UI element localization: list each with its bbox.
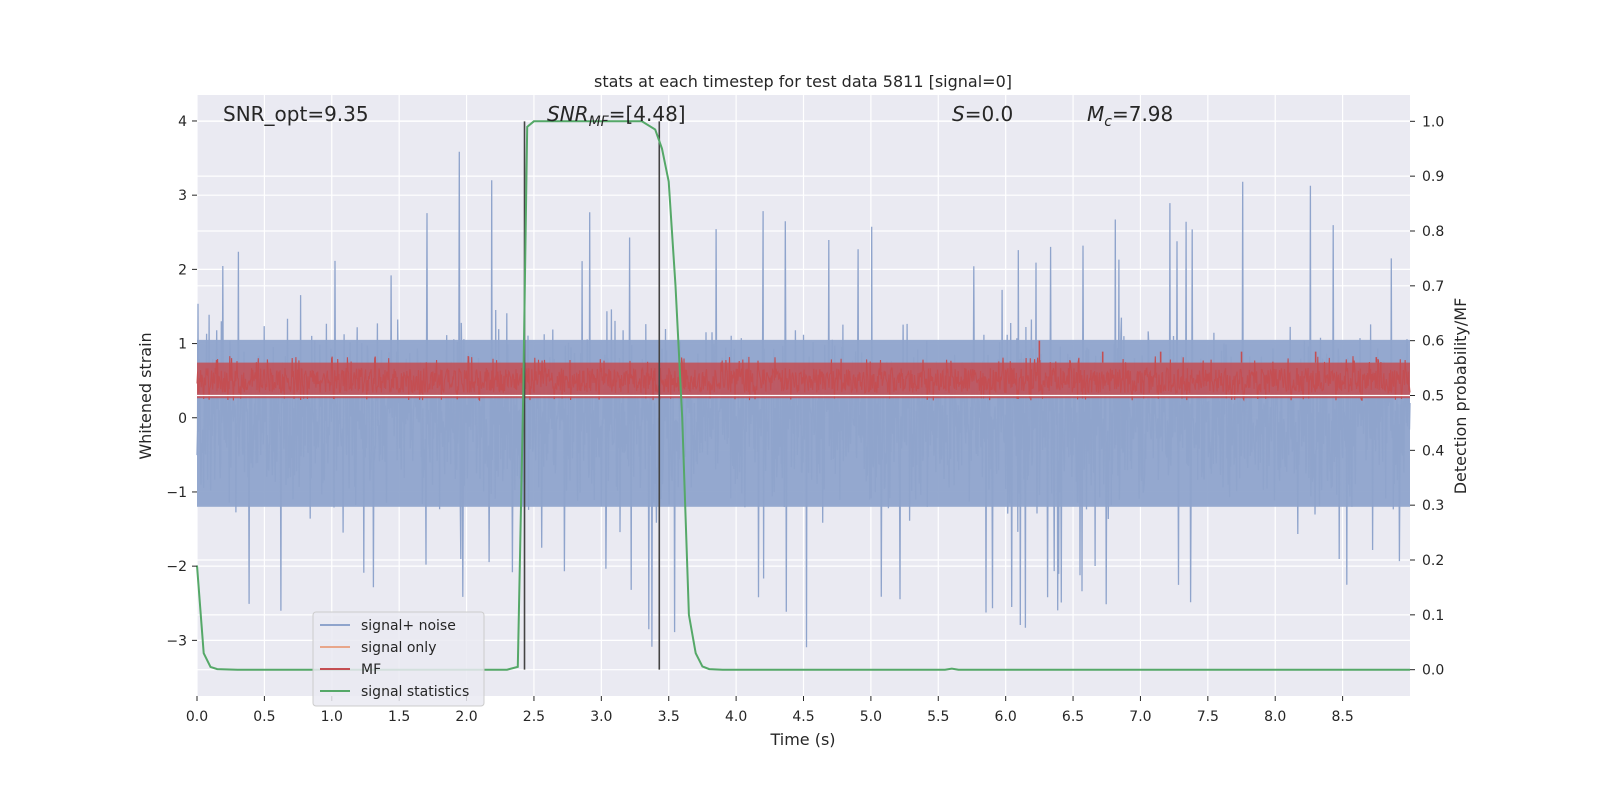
- y2-tick-label: 0.2: [1422, 553, 1444, 569]
- x-tick-label: 8.0: [1264, 709, 1286, 725]
- y-tick-label: 3: [178, 188, 187, 204]
- mc-subscript: c: [1104, 114, 1112, 130]
- snr-mf-symbol: SNR: [547, 102, 589, 126]
- mf-trace: [196, 355, 1411, 402]
- x-tick-label: 6.0: [995, 709, 1017, 725]
- y-tick-label: −2: [166, 559, 187, 575]
- y-tick-label: −1: [166, 485, 187, 501]
- snr-mf-value: =[4.48]: [609, 102, 686, 126]
- y-tick-label: −3: [166, 633, 187, 649]
- x-tick-label: 3.0: [590, 709, 612, 725]
- y2-tick-label: 0.7: [1422, 279, 1444, 295]
- y2-tick-label: 0.4: [1422, 443, 1444, 459]
- chart-title: stats at each timestep for test data 581…: [594, 72, 1012, 91]
- y-axis-ticks: 4 3 2 1 0 −1 −2 −3: [166, 114, 197, 649]
- legend-label-signal-only: signal only: [361, 640, 436, 656]
- snr-mf-annotation: SNRMF=[4.48]: [547, 102, 686, 130]
- legend-label-statistics: signal statistics: [361, 684, 469, 700]
- x-axis-ticks: 0.0 0.5 1.0 1.5 2.0 2.5 3.0 3.5 4.0 4.5 5.0 5.5 6.0 6…: [186, 696, 1354, 725]
- y2-tick-label: 0.1: [1422, 608, 1444, 624]
- x-tick-label: 1.5: [388, 709, 410, 725]
- y2-tick-label: 0.8: [1422, 224, 1444, 240]
- y2-axis-label: Detection probability/MF: [1451, 298, 1470, 495]
- legend-box: [312, 611, 485, 707]
- x-tick-label: 1.0: [321, 709, 343, 725]
- y-tick-label: 4: [178, 114, 187, 130]
- x-tick-label: 3.5: [658, 709, 680, 725]
- y-tick-label: 2: [178, 262, 187, 278]
- x-tick-label: 0.5: [253, 709, 275, 725]
- y2-axis-ticks: 1.0 0.9 0.8 0.7 0.6 0.5 0.4 0.3 0.2 0.1 0.0: [1410, 114, 1444, 679]
- mc-annotation: Mc=7.98: [1087, 102, 1173, 130]
- legend-label-mf: MF: [361, 662, 381, 678]
- x-tick-label: 2.5: [523, 709, 545, 725]
- mc-value: =7.98: [1112, 102, 1173, 126]
- y2-tick-label: 0.0: [1422, 663, 1444, 679]
- mf-series: [196, 340, 1411, 402]
- x-tick-label: 2.0: [455, 709, 477, 725]
- legend: signal+ noise signal only MF signal stat…: [312, 611, 485, 707]
- y-axis-label: Whitened strain: [136, 332, 155, 459]
- y2-tick-label: 0.3: [1422, 498, 1444, 514]
- annotations: SNR_opt=9.35 SNRMF=[4.48] S=0.0 Mc=7.98: [223, 102, 1173, 130]
- x-tick-label: 7.0: [1129, 709, 1151, 725]
- x-tick-label: 0.0: [186, 709, 208, 725]
- y2-tick-label: 0.9: [1422, 169, 1444, 185]
- y-tick-label: 0: [178, 411, 187, 427]
- y2-tick-label: 0.6: [1422, 334, 1444, 350]
- y-tick-label: 1: [178, 337, 187, 353]
- x-tick-label: 4.5: [792, 709, 814, 725]
- mc-symbol: M: [1087, 102, 1104, 126]
- y2-tick-label: 1.0: [1422, 114, 1444, 130]
- x-axis-label: Time (s): [769, 730, 835, 749]
- y2-tick-label: 0.5: [1422, 389, 1444, 405]
- x-tick-label: 4.0: [725, 709, 747, 725]
- x-tick-label: 5.0: [860, 709, 882, 725]
- s-value: =0.0: [965, 102, 1014, 126]
- x-tick-label: 5.5: [927, 709, 949, 725]
- x-tick-label: 8.5: [1331, 709, 1353, 725]
- x-tick-label: 7.5: [1197, 709, 1219, 725]
- s-annotation: S=0.0: [952, 102, 1013, 126]
- s-symbol: S: [952, 102, 965, 126]
- legend-label-noise: signal+ noise: [361, 618, 456, 634]
- x-tick-label: 6.5: [1062, 709, 1084, 725]
- vertical-markers: [523, 121, 661, 670]
- snr-opt-annotation: SNR_opt=9.35: [223, 102, 369, 126]
- snr-mf-subscript: MF: [589, 114, 610, 130]
